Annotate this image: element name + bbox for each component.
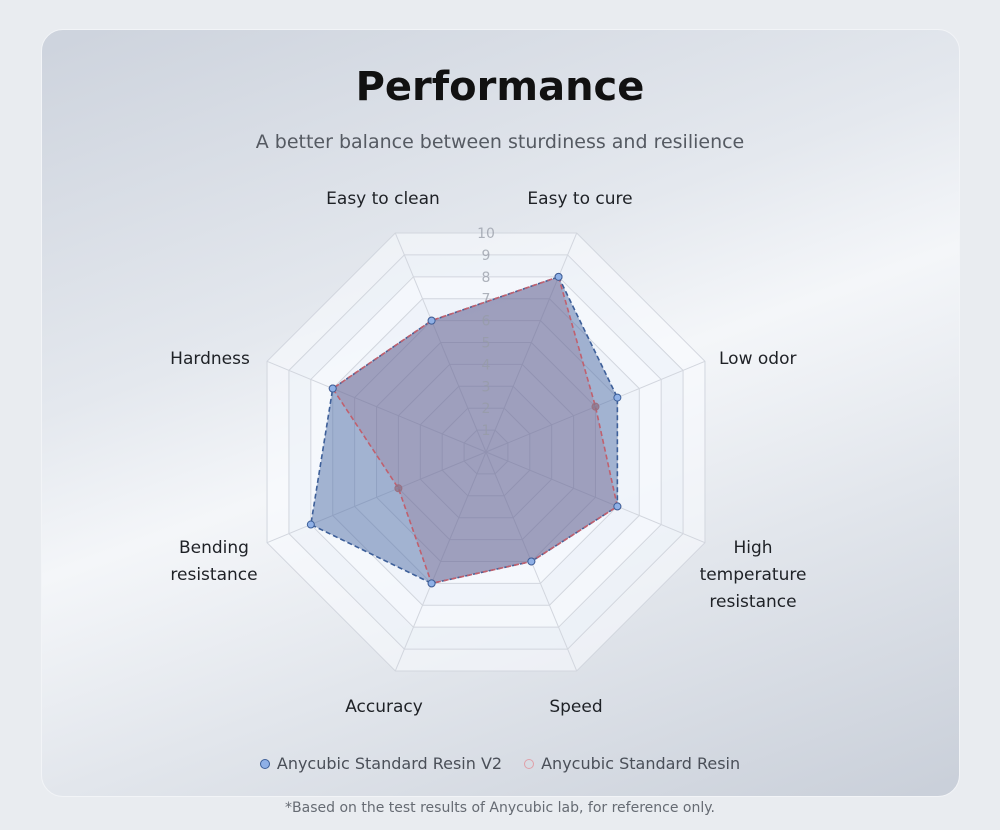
axis-label-high-temperature-resistance: High temperature resistance (699, 538, 807, 612)
series-area-v2 (309, 275, 619, 585)
tick-label: 5 (482, 336, 491, 352)
page-subtitle: A better balance between sturdiness and … (255, 131, 745, 153)
tick-label: 2 (482, 401, 491, 417)
data-point-standard (394, 484, 403, 493)
data-point-standard (591, 402, 600, 411)
data-point-v2 (328, 384, 337, 393)
axis-label-bending-resistance: Bending resistance (170, 538, 258, 585)
tick-label: 3 (482, 379, 491, 395)
tick-label: 7 (482, 292, 491, 308)
legend-item-v2[interactable]: Anycubic Standard Resin V2 (259, 754, 503, 773)
axis-label-easy-to-cure: Easy to cure (527, 189, 633, 209)
axis-label-easy-to-clean: Easy to clean (326, 189, 440, 209)
data-point-v2 (427, 316, 436, 325)
axis-label-accuracy: Accuracy (345, 697, 423, 717)
page-title: Performance (355, 64, 645, 110)
tick-label: 10 (477, 226, 495, 242)
axis-label-speed: Speed (549, 697, 603, 717)
axis-label-hardness: Hardness (170, 349, 250, 369)
footnote: *Based on the test results of Anycubic l… (285, 800, 715, 816)
data-point-v2 (527, 557, 536, 566)
tick-label: 8 (482, 270, 491, 286)
legend-item-standard[interactable]: Anycubic Standard Resin (524, 754, 740, 773)
data-point-v2 (613, 393, 622, 402)
legend-label-standard: Anycubic Standard Resin (541, 754, 741, 773)
legend-marker-v2 (259, 758, 270, 769)
tick-label: 4 (482, 357, 491, 373)
tick-label: 1 (482, 423, 491, 439)
data-point-v2 (427, 579, 436, 588)
data-point-v2 (306, 520, 315, 529)
tick-label: 6 (482, 314, 491, 330)
axis-label-low-odor: Low odor (719, 349, 797, 369)
legend-label-v2: Anycubic Standard Resin V2 (276, 754, 503, 773)
data-point-v2 (613, 502, 622, 511)
legend: Anycubic Standard Resin V2 Anycubic Stan… (0, 754, 1000, 773)
data-point-v2 (554, 272, 563, 281)
legend-marker-standard (524, 758, 535, 769)
tick-label: 9 (482, 248, 491, 264)
